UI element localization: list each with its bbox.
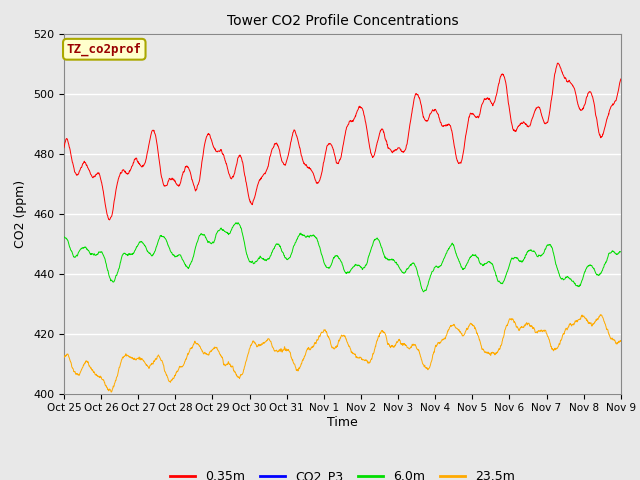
Legend: 0.35m, CO2_P3, 6.0m, 23.5m: 0.35m, CO2_P3, 6.0m, 23.5m bbox=[165, 465, 520, 480]
Y-axis label: CO2 (ppm): CO2 (ppm) bbox=[15, 180, 28, 248]
Title: Tower CO2 Profile Concentrations: Tower CO2 Profile Concentrations bbox=[227, 14, 458, 28]
Text: TZ_co2prof: TZ_co2prof bbox=[67, 43, 142, 56]
X-axis label: Time: Time bbox=[327, 416, 358, 429]
